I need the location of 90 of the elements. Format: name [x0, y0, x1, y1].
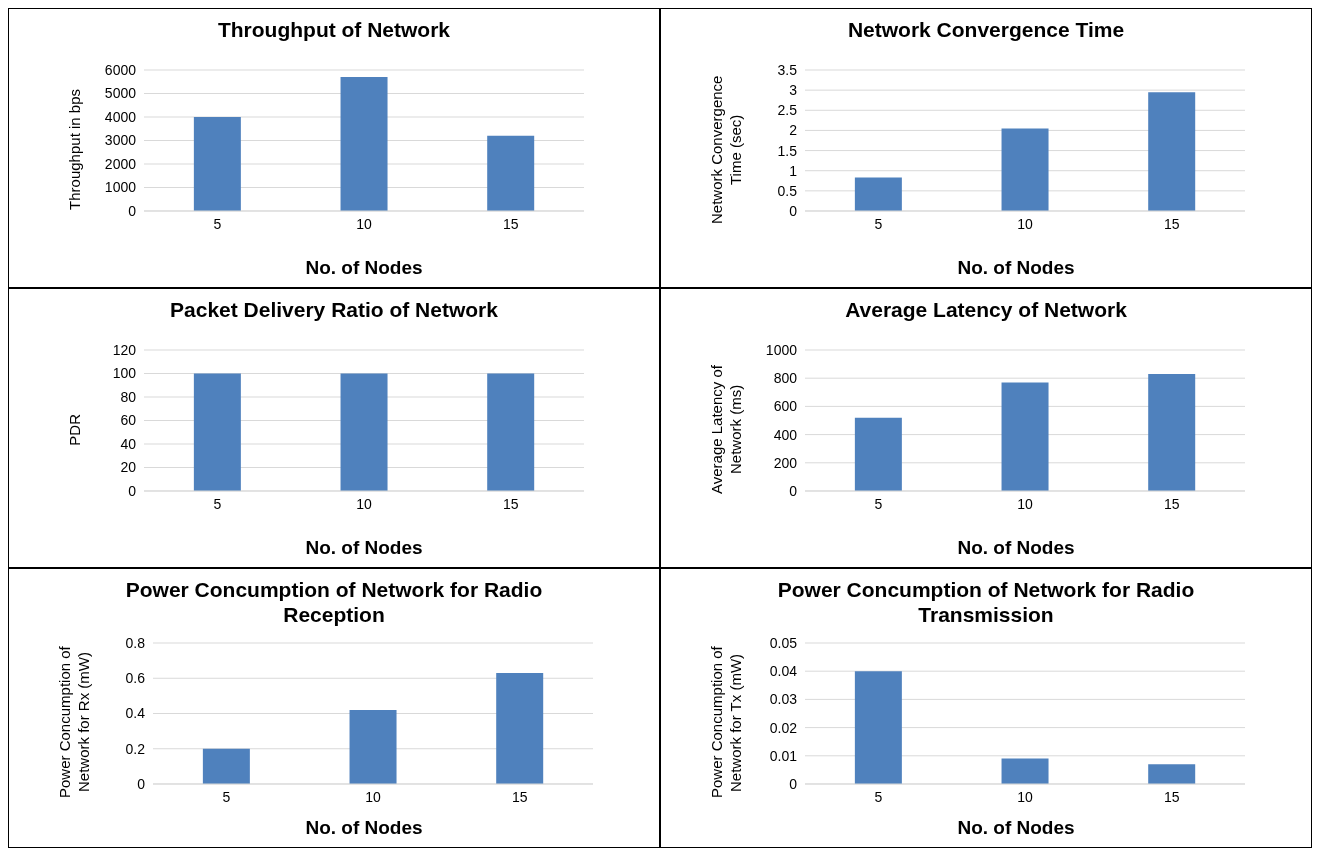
x-tick-label: 15 — [502, 495, 519, 512]
y-tick-label: 0 — [127, 202, 136, 219]
y-tick-label: 0.2 — [125, 740, 146, 757]
x-tick-label: 15 — [1163, 215, 1180, 232]
y-tick-label: 0.03 — [769, 690, 798, 707]
bar — [1148, 373, 1196, 491]
x-tick-label: 5 — [874, 495, 883, 512]
y-tick-label: 600 — [773, 398, 798, 415]
bar — [193, 117, 241, 211]
x-tick-label: 15 — [1163, 788, 1180, 805]
x-tick-label: 10 — [1017, 215, 1033, 232]
y-tick-label: 80 — [119, 388, 136, 405]
y-tick-label: 800 — [773, 370, 798, 387]
x-axis-title: No. of Nodes — [957, 817, 1075, 839]
y-tick-label: 3000 — [104, 132, 136, 149]
x-axis-title: No. of Nodes — [305, 537, 423, 559]
chart-title: Average Latency of Network — [845, 297, 1127, 322]
y-tick-label: 0 — [789, 202, 798, 219]
y-tick-label: 400 — [773, 426, 798, 443]
y-tick-label: 40 — [119, 435, 136, 452]
bar — [349, 709, 397, 784]
x-tick-label: 10 — [355, 495, 372, 512]
bar — [1148, 92, 1196, 211]
bar — [496, 672, 544, 784]
x-axis-title: No. of Nodes — [957, 537, 1075, 559]
x-tick-label: 10 — [355, 215, 372, 232]
y-tick-label: 0.04 — [769, 662, 798, 679]
x-tick-label: 15 — [502, 215, 519, 232]
y-tick-label: 120 — [112, 341, 136, 358]
y-tick-label: 2.5 — [777, 102, 798, 119]
y-tick-label: 1000 — [765, 341, 798, 358]
x-tick-label: 5 — [874, 215, 883, 232]
y-tick-label: 0.6 — [125, 669, 146, 686]
x-tick-label: 15 — [511, 788, 528, 805]
bar — [202, 748, 250, 784]
chart-title: Power Concumption of Network for Radio Transmission — [776, 577, 1196, 627]
bar — [854, 417, 902, 491]
x-tick-label: 10 — [365, 788, 381, 805]
y-tick-label: 2 — [789, 122, 798, 139]
y-tick-label: 3.5 — [777, 61, 798, 78]
bar — [486, 135, 534, 211]
x-tick-label: 10 — [1017, 788, 1033, 805]
x-tick-label: 10 — [1017, 495, 1033, 512]
x-axis-title: No. of Nodes — [305, 817, 423, 839]
y-tick-label: 4000 — [104, 108, 136, 125]
y-tick-label: 5000 — [104, 85, 136, 102]
y-tick-label: 2000 — [104, 155, 136, 172]
y-tick-label: 60 — [119, 412, 136, 429]
x-tick-label: 5 — [874, 788, 883, 805]
y-tick-label: 0 — [127, 482, 136, 499]
y-tick-label: 1 — [789, 162, 798, 179]
y-tick-label: 1.5 — [777, 142, 798, 159]
bar — [340, 77, 388, 211]
bar — [1001, 382, 1049, 491]
y-tick-label: 0.05 — [769, 634, 798, 651]
x-axis-title: No. of Nodes — [305, 257, 423, 279]
y-axis-title: PDR — [64, 413, 84, 446]
chart-title: Power Concumption of Network for Radio Reception — [124, 577, 544, 627]
y-tick-label: 0.02 — [769, 719, 798, 736]
y-axis-title: Average Latency of Network (ms) — [707, 364, 745, 496]
x-tick-label: 5 — [212, 495, 221, 512]
bar — [1001, 128, 1049, 211]
x-tick-label: 5 — [222, 788, 231, 805]
y-tick-label: 0 — [789, 775, 798, 792]
bar — [1148, 763, 1196, 784]
y-axis-title: Power Concumption of Network for Tx (mW) — [707, 645, 745, 800]
y-tick-label: 1000 — [104, 179, 136, 196]
y-tick-label: 0.01 — [769, 747, 798, 764]
y-tick-label: 100 — [112, 365, 136, 382]
y-tick-label: 20 — [119, 459, 136, 476]
y-tick-label: 0.4 — [125, 704, 146, 721]
y-tick-label: 0 — [137, 775, 146, 792]
y-tick-label: 200 — [773, 454, 798, 471]
x-tick-label: 15 — [1163, 495, 1180, 512]
y-tick-label: 0 — [789, 482, 798, 499]
bar — [1001, 758, 1049, 784]
y-tick-label: 3 — [789, 82, 798, 99]
y-axis-title: Power Concumption of Network for Rx (mW) — [55, 645, 93, 800]
chart-title: Network Convergence Time — [847, 17, 1125, 42]
y-tick-label: 0.5 — [777, 182, 798, 199]
y-axis-title: Network Convergence Time (sec) — [707, 74, 745, 226]
y-axis-title: Throughput in bps — [64, 89, 84, 210]
bar — [854, 177, 902, 211]
y-tick-label: 0.8 — [125, 634, 146, 651]
bar — [854, 670, 902, 784]
chart-title: Throughput of Network — [217, 17, 451, 42]
chart-title: Packet Delivery Ratio of Network — [170, 297, 498, 322]
x-axis-title: No. of Nodes — [957, 257, 1075, 279]
y-tick-label: 6000 — [104, 61, 136, 78]
x-tick-label: 5 — [212, 215, 221, 232]
